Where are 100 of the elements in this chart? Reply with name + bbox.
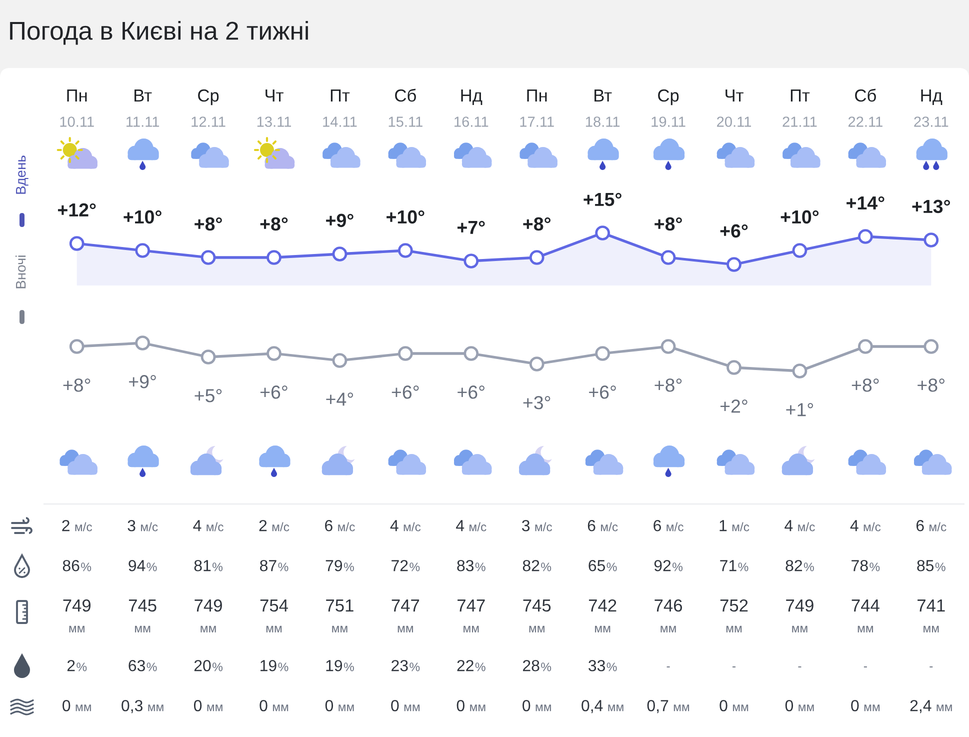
- text: 71%: [720, 560, 748, 572]
- text: 0 мм: [456, 700, 486, 712]
- text: 0 мм: [851, 700, 880, 712]
- text: 2 м/с: [259, 520, 290, 532]
- point: [595, 346, 610, 361]
- point: [726, 257, 742, 272]
- data-label: +14°: [846, 196, 884, 210]
- text: 65%: [588, 560, 617, 572]
- point: [660, 250, 676, 265]
- text: 0 мм: [260, 700, 288, 712]
- point: [135, 336, 150, 350]
- data-label: +6°: [260, 386, 288, 399]
- text: 742 мм: [588, 599, 616, 632]
- text: 747 мм: [458, 600, 485, 632]
- point: [529, 356, 544, 372]
- data-label: +8°: [654, 378, 682, 392]
- text: 0,3 мм: [122, 700, 164, 714]
- text: 2,4 мм: [910, 700, 952, 714]
- data-label: +8°: [194, 217, 222, 231]
- text: 752 мм: [720, 599, 748, 632]
- data-label: +6°: [720, 224, 748, 238]
- point: [595, 226, 610, 240]
- data-label: +12°: [58, 203, 96, 216]
- x-tick-label: Пн 17.11: [520, 90, 554, 127]
- text: 20%: [194, 660, 223, 672]
- x-tick-label: Чт 13.11: [257, 90, 291, 127]
- x-tick-label: Вт 11.11: [126, 90, 160, 127]
- data-label: +8°: [260, 217, 288, 231]
- point: [464, 346, 479, 361]
- data-label: +4°: [326, 392, 354, 406]
- text: 3 м/с: [522, 520, 552, 532]
- data-label: +8°: [852, 378, 879, 392]
- point: [200, 350, 216, 364]
- text: 1 м/с: [720, 520, 750, 532]
- text: 0,4 мм: [582, 700, 624, 714]
- point: [792, 243, 808, 258]
- text: -: [666, 666, 670, 668]
- text: 94%: [128, 560, 157, 572]
- text: 0 мм: [194, 700, 222, 712]
- x-tick-label: Чт 20.11: [717, 90, 751, 127]
- text: 747 мм: [392, 600, 420, 632]
- text: -: [732, 666, 736, 668]
- text: 6 м/с: [325, 520, 355, 532]
- text: 63%: [128, 660, 157, 672]
- text: 6 м/с: [588, 520, 618, 532]
- text: 744 мм: [852, 600, 880, 632]
- point: [69, 236, 84, 251]
- text: 81%: [194, 560, 223, 572]
- text: 3 м/с: [128, 520, 158, 532]
- data-label: +6°: [589, 386, 616, 399]
- point: [200, 250, 216, 265]
- data-label: +10°: [124, 210, 162, 224]
- text: 6 м/с: [654, 520, 684, 532]
- text: 82%: [786, 560, 814, 572]
- point: [529, 250, 544, 265]
- data-label: +6°: [392, 386, 419, 399]
- point: [464, 254, 479, 268]
- text: -: [864, 666, 867, 668]
- data-label: +9°: [129, 375, 156, 388]
- text: 0 мм: [325, 700, 354, 712]
- text: 749 мм: [194, 599, 222, 632]
- text: 4 м/с: [193, 520, 224, 532]
- data-label: +1°: [786, 403, 814, 416]
- text: 33%: [588, 660, 617, 672]
- x-tick-label: Сб 22.11: [848, 88, 882, 127]
- text: 19%: [260, 660, 288, 672]
- text: 72%: [392, 560, 420, 572]
- text: 745 мм: [523, 600, 551, 632]
- point: [135, 243, 150, 258]
- text: 83%: [457, 560, 486, 572]
- text: Вдень: [16, 156, 28, 194]
- text: 0 мм: [62, 700, 91, 712]
- text: 92%: [654, 560, 683, 572]
- data-label: +8°: [918, 378, 944, 392]
- x-tick-label: Нд 16.11: [454, 90, 488, 127]
- text: -: [930, 666, 933, 668]
- text: 85%: [917, 560, 946, 572]
- text: 22%: [457, 660, 486, 672]
- point: [332, 353, 348, 368]
- text: 0 мм: [391, 700, 420, 712]
- x-tick-label: Пн 10.11: [60, 90, 94, 127]
- point: [398, 243, 413, 258]
- x-tick-label: Пт 14.11: [323, 90, 357, 127]
- text: 754 мм: [260, 600, 288, 632]
- point: [332, 246, 348, 262]
- text: 82%: [522, 560, 552, 572]
- text: 28%: [522, 660, 552, 672]
- x-tick-label: Ср 19.11: [652, 89, 686, 127]
- text: 0 мм: [785, 700, 814, 712]
- point: [858, 339, 873, 354]
- point: [726, 360, 742, 375]
- text: 2 м/с: [62, 520, 92, 532]
- x-tick-label: Ср 12.11: [192, 89, 226, 127]
- point: [924, 232, 939, 248]
- text: 745 мм: [128, 600, 156, 632]
- point: [266, 250, 282, 265]
- data-label: +6°: [458, 386, 484, 399]
- x-tick-label: Нд 23.11: [914, 90, 948, 127]
- data-label: +3°: [523, 396, 550, 410]
- data-label: +9°: [326, 214, 354, 228]
